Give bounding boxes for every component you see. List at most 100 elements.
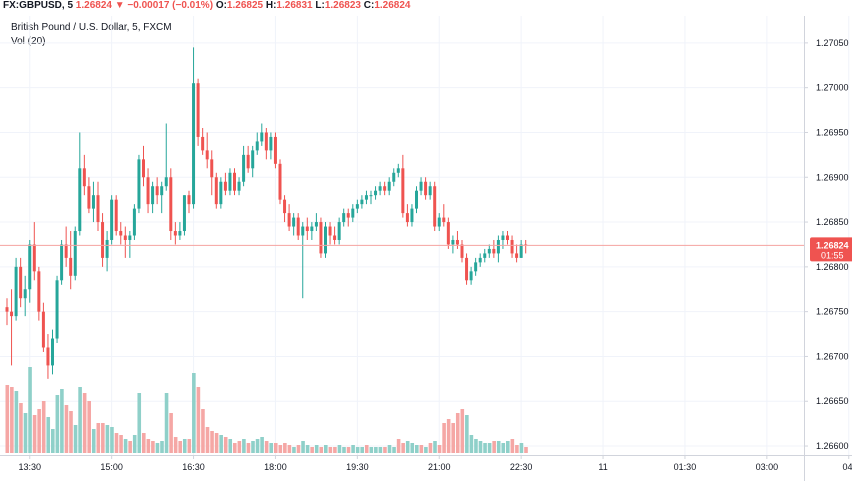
volume-bar — [410, 443, 415, 453]
x-tick-label: 15:00 — [100, 462, 123, 472]
x-tick-label: 22:30 — [510, 462, 533, 472]
candle-body — [351, 208, 355, 218]
volume-bar — [237, 441, 242, 453]
candle-body — [82, 168, 86, 187]
candle-body — [410, 208, 414, 223]
volume-bar — [515, 445, 519, 453]
y-tick-label: 1.27050 — [816, 38, 849, 48]
current-price-label: 1.26824 — [816, 240, 849, 250]
volume-bar — [14, 391, 19, 453]
x-tick-label: 11 — [598, 462, 607, 472]
volume-bar — [474, 439, 478, 453]
candle-body — [283, 199, 287, 214]
candle-body — [142, 159, 145, 178]
candle-body — [205, 150, 209, 160]
candle-body — [310, 226, 314, 232]
candle-body — [169, 177, 173, 232]
volume-bar — [178, 441, 182, 453]
candle-body — [501, 235, 505, 240]
volume-legend[interactable]: Vol (20) — [11, 36, 46, 47]
volume-bar — [51, 429, 55, 453]
volume-bar — [101, 423, 105, 453]
volume-bar — [155, 443, 160, 453]
volume-bar — [433, 441, 437, 453]
candle-body — [19, 266, 23, 299]
candle-body — [41, 311, 45, 348]
volume-bar — [506, 441, 510, 453]
low-value: 1.26823 — [324, 0, 361, 11]
x-tick-label: 01:30 — [674, 462, 697, 472]
candle-body — [355, 204, 359, 209]
candle-body — [437, 217, 441, 227]
candle-body — [114, 199, 118, 232]
volume-bar — [96, 423, 101, 453]
volume-bar — [23, 413, 28, 453]
candle-body — [492, 248, 496, 254]
candle-body — [415, 190, 418, 209]
candle-body — [105, 239, 109, 258]
volume-bar — [201, 409, 205, 453]
volume-bar — [437, 445, 442, 453]
candle-body — [160, 186, 164, 196]
volume-bar — [283, 443, 287, 453]
candle-body — [123, 235, 127, 240]
volume-bar — [187, 439, 192, 453]
volume-bar — [46, 417, 51, 453]
volume-bar — [465, 415, 469, 453]
volume-bar — [19, 403, 23, 453]
x-tick-label: 03:00 — [756, 462, 779, 472]
candle-body — [101, 222, 105, 258]
volume-bar — [91, 429, 96, 453]
candle-body — [419, 181, 423, 191]
candle-body — [296, 217, 300, 236]
candle-body — [278, 163, 282, 200]
candle-body — [474, 262, 478, 272]
series-legend[interactable]: British Pound / U.S. Dollar, 5, FXCM — [11, 22, 172, 33]
candle-body — [173, 231, 177, 236]
volume-bar — [487, 443, 492, 453]
volume-bar — [28, 367, 32, 453]
candle-body — [287, 213, 291, 227]
candle-body — [237, 181, 241, 191]
candle-body — [392, 172, 396, 182]
candle-body — [455, 239, 459, 245]
volume-bar — [151, 441, 155, 453]
symbol-label[interactable]: FX:GBPUSD, 5 — [3, 0, 74, 11]
candle-body — [64, 244, 68, 258]
volume-bar — [87, 401, 91, 453]
candle-body — [164, 177, 168, 187]
volume-bar — [214, 433, 219, 453]
volume-bar — [396, 439, 401, 453]
volume-bar — [182, 439, 187, 453]
volume-bar — [383, 447, 387, 453]
symbol-header: FX:GBPUSD, 5 1.26824 ▼ −0.00017 (−0.01%)… — [0, 0, 852, 14]
volume-bar — [41, 401, 46, 453]
volume-bar — [355, 447, 360, 453]
candle-body — [328, 226, 332, 236]
candle-body — [396, 168, 400, 173]
candle-body — [60, 244, 64, 281]
candle-body — [264, 132, 268, 151]
volume-bar — [105, 425, 110, 453]
candle-body — [424, 181, 428, 196]
volume-bar — [310, 447, 314, 453]
candle-body — [73, 231, 77, 276]
candle-body — [378, 186, 382, 191]
volume-bar — [251, 441, 255, 453]
candle-body — [96, 195, 100, 223]
volume-bar — [296, 445, 301, 453]
candle-body — [146, 177, 150, 205]
candle-body — [132, 208, 136, 236]
candle-body — [14, 266, 18, 317]
open-label: O: — [215, 0, 227, 11]
candle-body — [519, 244, 523, 258]
volume-bar — [378, 447, 383, 453]
volume-bar — [269, 443, 273, 453]
volume-bar — [5, 385, 10, 453]
candle-body — [292, 217, 296, 227]
volume-bar — [346, 447, 351, 453]
candle-body — [305, 226, 309, 232]
y-tick-label: 1.26950 — [816, 127, 849, 137]
volume-bar — [246, 443, 251, 453]
